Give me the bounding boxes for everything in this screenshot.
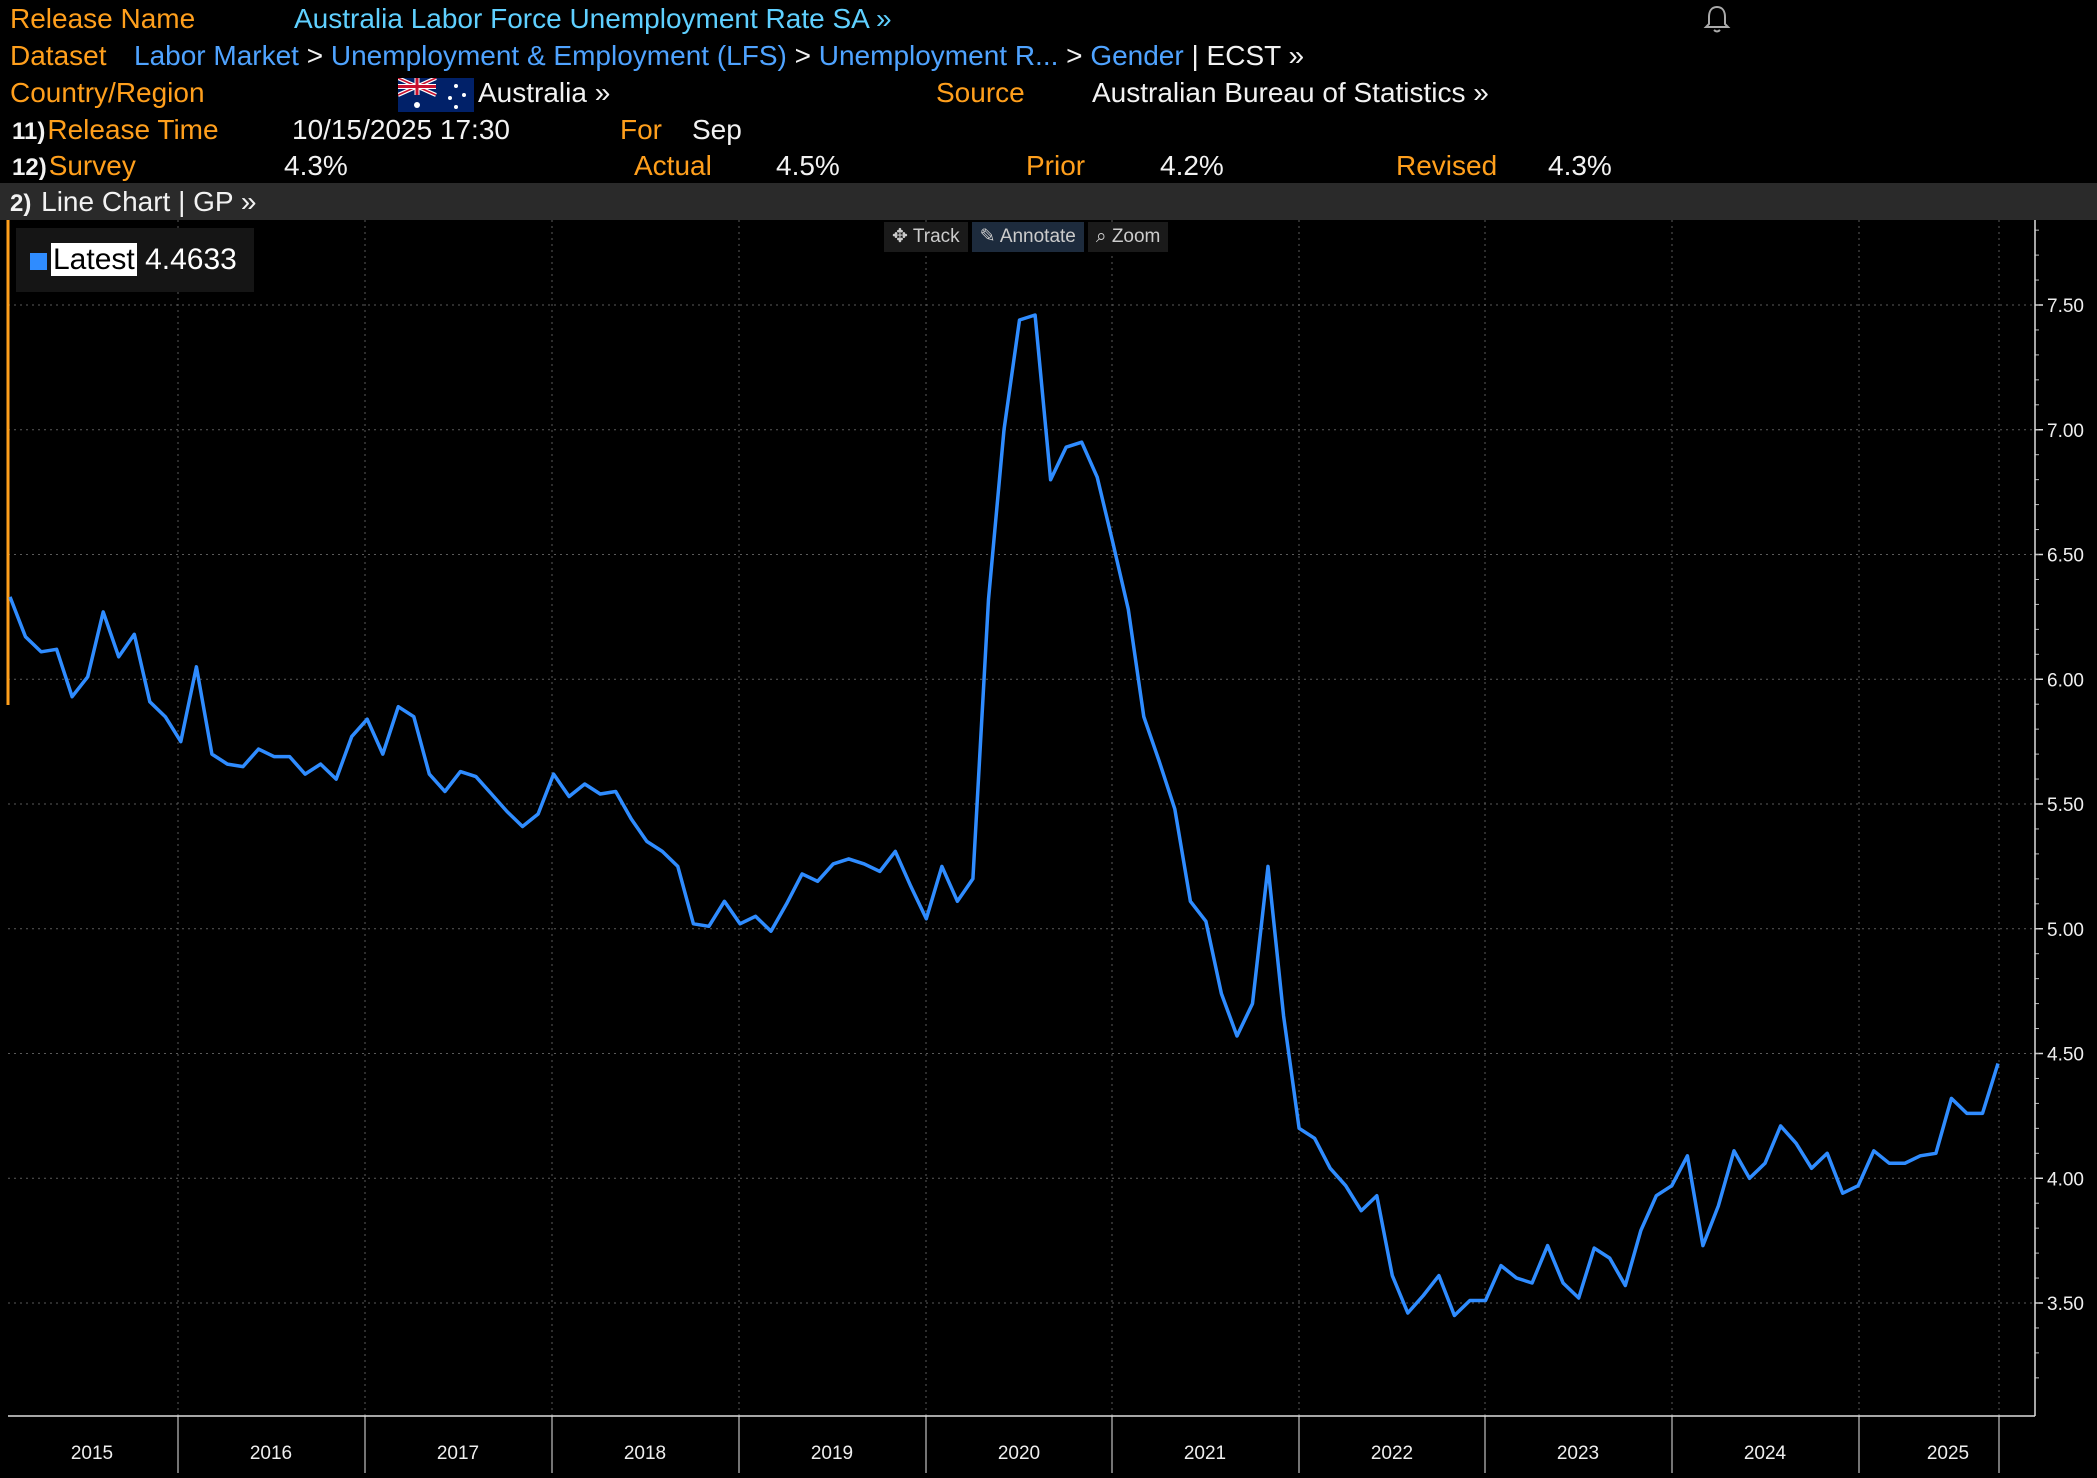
chart-toolbar: ✥ Track ✎ Annotate ⌕ Zoom <box>884 222 1172 252</box>
y-tick-label: 5.00 <box>2047 920 2084 941</box>
x-tick-label: 2017 <box>437 1443 479 1464</box>
crosshair-icon: ✥ <box>892 226 908 247</box>
prior-value: 4.2% <box>1160 150 1224 181</box>
release-name-label: Release Name <box>10 3 196 34</box>
country-link[interactable]: Australia » <box>478 77 611 108</box>
source-link[interactable]: Australian Bureau of Statistics » <box>1092 77 1489 108</box>
x-tick-label: 2018 <box>624 1443 666 1464</box>
line-chart-number[interactable]: 2) <box>10 190 32 217</box>
for-label: For <box>620 114 662 145</box>
australia-flag-icon <box>398 77 474 112</box>
release-time-value: 10/15/2025 17:30 <box>292 114 510 145</box>
line-chart-label[interactable]: Line Chart | GP » <box>41 186 257 217</box>
annotate-button[interactable]: ✎ Annotate <box>971 222 1084 252</box>
legend-value: 4.4633 <box>145 243 237 276</box>
x-tick-label: 2015 <box>71 1443 113 1464</box>
revised-value: 4.3% <box>1548 150 1612 181</box>
legend[interactable]: Latest 4.4633 <box>16 228 254 292</box>
dataset-path-0[interactable]: Labor Market <box>134 40 299 71</box>
survey-label[interactable]: Survey <box>48 150 136 181</box>
chevron-right-icon: > <box>306 40 331 71</box>
y-tick-label: 6.00 <box>2047 670 2084 691</box>
chart-function-bar[interactable]: 2) Line Chart | GP » <box>0 183 2097 220</box>
legend-label: Latest <box>51 243 137 276</box>
legend-swatch <box>30 252 47 270</box>
release-time-number[interactable]: 11) <box>12 118 46 145</box>
y-tick-label: 4.00 <box>2047 1169 2084 1190</box>
source-label: Source <box>936 77 1025 108</box>
y-tick-label: 7.00 <box>2047 421 2084 442</box>
y-tick-label: 7.50 <box>2047 296 2084 317</box>
x-tick-label: 2022 <box>1371 1443 1413 1464</box>
annotate-label: Annotate <box>999 226 1076 247</box>
x-tick-label: 2023 <box>1557 1443 1599 1464</box>
chevron-right-icon: > <box>794 40 819 71</box>
x-tick-label: 2019 <box>811 1443 853 1464</box>
track-button[interactable]: ✥ Track <box>884 222 968 252</box>
actual-label: Actual <box>634 150 712 181</box>
release-time-label[interactable]: Release Time <box>47 114 219 145</box>
y-tick-label: 5.50 <box>2047 795 2084 816</box>
revised-label: Revised <box>1396 150 1498 181</box>
y-tick-label: 6.50 <box>2047 546 2084 567</box>
country-label: Country/Region <box>10 77 205 108</box>
y-tick-label: 3.50 <box>2047 1294 2084 1315</box>
actual-value: 4.5% <box>776 150 840 181</box>
for-value: Sep <box>692 114 742 145</box>
x-tick-label: 2020 <box>998 1443 1040 1464</box>
zoom-button[interactable]: ⌕ Zoom <box>1087 222 1169 252</box>
x-tick-label: 2016 <box>250 1443 292 1464</box>
series-line <box>8 313 2000 1318</box>
magnifier-icon: ⌕ <box>1095 226 1107 247</box>
prior-label: Prior <box>1026 150 1086 181</box>
x-tick-label: 2025 <box>1927 1443 1969 1464</box>
x-tick-label: 2021 <box>1184 1443 1226 1464</box>
x-tick-label: 2024 <box>1744 1443 1787 1464</box>
pencil-icon: ✎ <box>979 226 996 247</box>
chart-area[interactable]: 3.50 4.00 4.50 5.00 5.50 6.00 6.50 7.00 7.50 2015… <box>0 220 2097 1473</box>
y-tick-label: 4.50 <box>2047 1045 2084 1066</box>
release-name-link[interactable]: Australia Labor Force Unemployment Rate … <box>294 3 892 34</box>
dataset-path-1[interactable]: Unemployment & Employment (LFS) <box>330 40 787 71</box>
line-chart[interactable]: 3.50 4.00 4.50 5.00 5.50 6.00 6.50 7.00 7.50 2015… <box>0 220 2097 1473</box>
zoom-label: Zoom <box>1111 226 1161 247</box>
chevron-right-icon: > <box>1066 40 1091 71</box>
dataset-label: Dataset <box>10 40 107 71</box>
survey-number[interactable]: 12) <box>12 154 47 181</box>
dataset-tail[interactable]: | ECST » <box>1191 40 1305 71</box>
dataset-path-2[interactable]: Unemployment R... <box>818 40 1059 71</box>
dataset-path-3[interactable]: Gender <box>1090 40 1184 71</box>
bell-icon[interactable] <box>1700 2 1734 36</box>
track-label: Track <box>912 226 960 247</box>
survey-value: 4.3% <box>284 150 348 181</box>
